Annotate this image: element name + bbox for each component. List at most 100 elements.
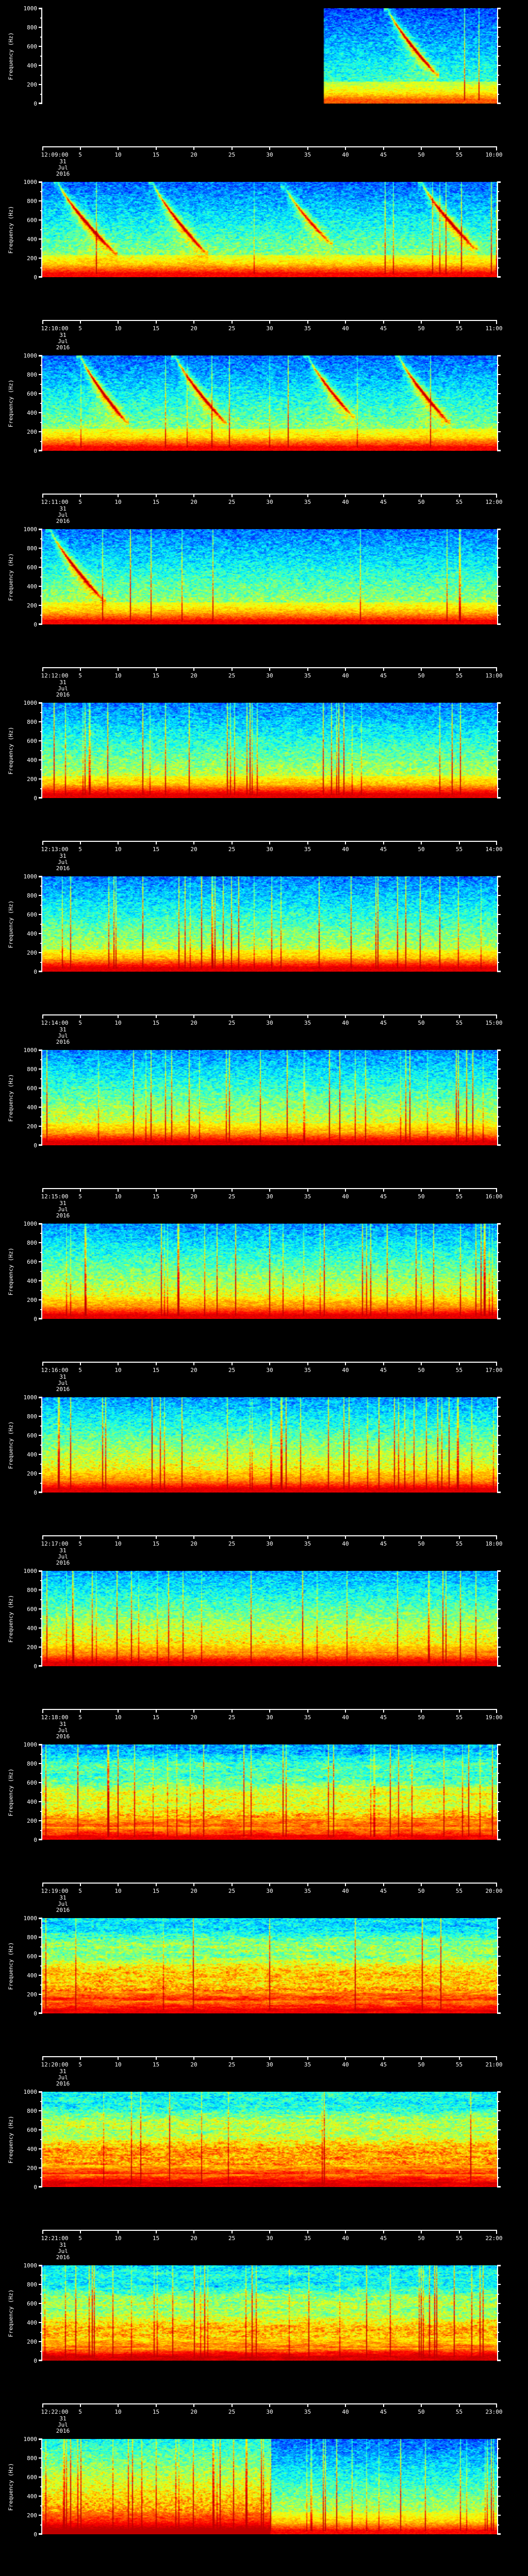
x-axis-tick-label: 50 [418, 2235, 425, 2242]
x-axis-tick-label: 15 [152, 846, 160, 853]
y-axis-right-tick [497, 46, 501, 47]
y-axis-minor-tick [40, 36, 42, 38]
y-axis-minor-tick [40, 421, 42, 423]
y-axis-right-tick [497, 2091, 501, 2092]
x-axis-tick [307, 1362, 308, 1365]
y-axis-right [497, 1918, 501, 2014]
x-axis-tick [421, 1014, 422, 1018]
y-axis-right-tick [497, 740, 501, 741]
y-axis-tick-label: 600 [27, 1259, 37, 1265]
y-axis-right-tick [497, 1839, 501, 1840]
y-axis-tick [39, 1666, 42, 1667]
y-axis-minor-tick [40, 557, 42, 558]
x-axis-tick-label: 10 [114, 151, 122, 158]
y-axis-right-minor-tick [497, 2177, 499, 2178]
y-axis-tick-label: 1000 [23, 352, 38, 359]
x-axis-tick [458, 1883, 460, 1886]
x-axis-end-time-label: 15:00 [485, 1020, 503, 1026]
y-axis-right-tick [497, 1647, 501, 1648]
y-axis-right-tick [497, 393, 501, 394]
spectrogram-plot-area [42, 182, 497, 277]
x-axis-tick [155, 146, 157, 150]
x-axis-tick-label: 10 [114, 2235, 122, 2242]
y-axis-right-tick [497, 1608, 501, 1609]
x-axis-tick-label: 5 [78, 2235, 82, 2242]
x-axis-cap-left [42, 841, 43, 845]
y-axis-right-minor-tick [497, 2139, 499, 2140]
y-axis-right-tick [497, 586, 501, 587]
x-axis-tick [269, 494, 270, 497]
x-axis-cap-right [496, 1535, 497, 1539]
x-axis-tick-label: 40 [342, 2409, 349, 2415]
y-axis-tick [39, 2477, 42, 2478]
y-axis-tick [39, 2438, 42, 2439]
x-axis-tick [155, 1362, 157, 1365]
y-axis-tick [39, 2187, 42, 2188]
y-axis-tick [39, 1223, 42, 1224]
y-axis-right-tick [497, 1126, 501, 1127]
y-axis-right-minor-tick [497, 1965, 499, 1967]
y-axis-tick-label: 0 [34, 448, 37, 454]
spectrogram-image [42, 1050, 497, 1145]
x-axis-start-time-label: 12:21:00 [41, 2235, 69, 2242]
x-axis-tick [421, 1188, 422, 1192]
y-axis-right-minor-tick [497, 788, 499, 789]
spectrogram-panel: Frequency (Hz) 1000 800 600 400 200 0 12:21:00 5… [0, 2088, 528, 2261]
y-axis-right [497, 1223, 501, 1319]
y-axis-tick [39, 2496, 42, 2497]
y-axis-tick-label: 200 [27, 1991, 37, 1998]
y-axis-title: Frequency (Hz) [7, 703, 14, 798]
x-axis-tick-label: 40 [342, 2235, 349, 2242]
y-axis-minor-tick [40, 904, 42, 906]
y-axis-tick-label: 200 [27, 2338, 37, 2345]
y-axis-tick [39, 2458, 42, 2459]
x-axis-tick [383, 2403, 384, 2407]
x-axis-cap-left [42, 1188, 43, 1192]
y-axis-tick [39, 84, 42, 85]
y-axis-right-minor-tick [497, 1309, 499, 1310]
y-axis-right-tick [497, 239, 501, 240]
x-axis-tick-label: 25 [228, 1888, 236, 1894]
y-axis-right-minor-tick [497, 576, 499, 578]
x-axis-tick-label: 45 [380, 1020, 387, 1026]
y-axis-tick-label: 1000 [23, 526, 38, 533]
x-axis-end-time-label: 10:00 [485, 151, 503, 158]
x-axis: 12:15:00 5 10 15 20 25 30 35 40 45 50 55 16:00 31 Jul 2… [41, 1188, 503, 1219]
spectrogram-plot-area [42, 876, 497, 972]
x-axis-tick [345, 1362, 346, 1365]
y-axis-right-tick [497, 103, 501, 104]
x-axis-cap-right [496, 2056, 497, 2060]
x-axis-tick-label: 15 [152, 2235, 160, 2242]
x-axis-start-time-label: 12:22:00 [41, 2409, 69, 2415]
x-axis-tick [79, 667, 81, 671]
x-axis-tick [269, 1709, 270, 1713]
y-axis-title-text: Frequency (Hz) [7, 900, 14, 948]
y-axis-right-minor-tick [497, 1232, 499, 1234]
y-axis-tick-label: 400 [27, 1625, 37, 1632]
y-axis-minor-tick [40, 1425, 42, 1427]
y-axis-tick-label: 600 [27, 217, 37, 224]
x-axis-tick [421, 146, 422, 150]
x-axis-tick-label: 10 [114, 1020, 122, 1026]
y-axis-right-minor-tick [497, 1618, 499, 1619]
y-axis-tick [39, 393, 42, 394]
y-axis-right-tick [497, 1318, 501, 1319]
x-axis-tick [269, 1535, 270, 1539]
y-axis-tick [39, 1801, 42, 1802]
y-axis-tick-label: 0 [34, 2010, 37, 2017]
y-axis-right-tick [497, 895, 501, 896]
y-axis-tick [39, 2129, 42, 2130]
x-axis-tick [458, 1362, 460, 1365]
x-axis-tick-label: 5 [78, 2409, 82, 2415]
x-axis-tick-label: 55 [455, 325, 463, 332]
y-axis-right-tick [497, 2438, 501, 2439]
x-axis-tick [79, 494, 81, 497]
date-day: 31 [59, 1374, 67, 1380]
x-axis-cap-right [496, 2403, 497, 2408]
x-axis-tick-label: 15 [152, 2061, 160, 2068]
y-axis-tick [39, 1126, 42, 1127]
y-axis-right-tick [497, 2360, 501, 2361]
y-axis-right [497, 1570, 501, 1667]
spectrogram-image [42, 1744, 497, 1840]
x-axis-tick [231, 494, 233, 497]
